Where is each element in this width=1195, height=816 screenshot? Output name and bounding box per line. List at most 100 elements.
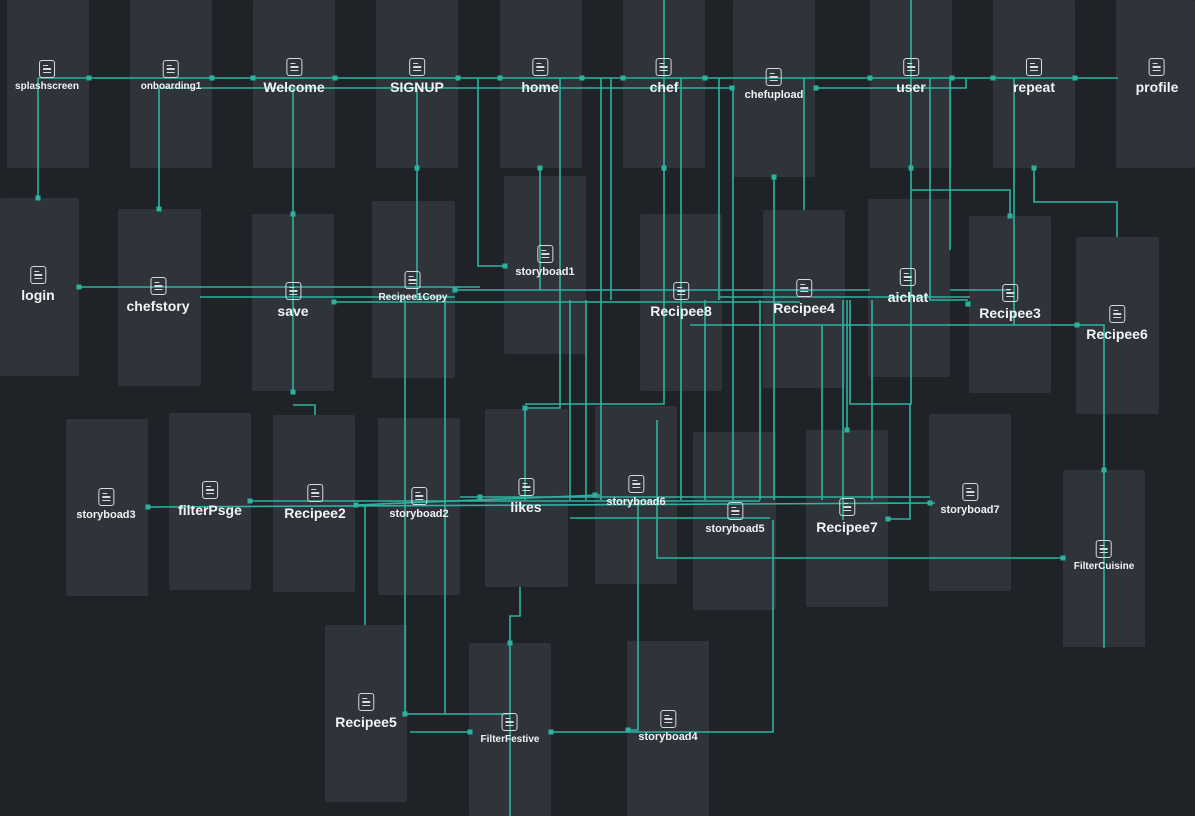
screen-card-home[interactable] xyxy=(500,0,582,168)
screen-card-onboarding1[interactable] xyxy=(130,0,212,168)
screen-card-recipee5[interactable] xyxy=(325,625,407,802)
screen-card-storyboad3[interactable] xyxy=(66,419,148,596)
connection-endpoint xyxy=(813,85,819,91)
screen-label: filterPsge xyxy=(178,502,242,518)
screen-card-recipee4[interactable] xyxy=(763,210,845,388)
screen-node-recipee1copy[interactable]: Recipee1Copy xyxy=(379,271,447,303)
connection-endpoint xyxy=(661,165,667,171)
screen-card-aichat[interactable] xyxy=(868,199,950,377)
screen-node-aichat[interactable]: aichat xyxy=(888,268,928,305)
screen-node-chef[interactable]: chef xyxy=(650,58,678,95)
page-icon xyxy=(306,484,323,502)
connection-line xyxy=(525,168,665,405)
screen-card-login[interactable] xyxy=(0,198,79,376)
screen-label: storyboad1 xyxy=(515,266,575,278)
connection-endpoint xyxy=(209,75,215,81)
screen-label: Recipee5 xyxy=(335,714,397,730)
screen-card-storyboad1[interactable] xyxy=(504,176,586,354)
screen-node-storyboad4[interactable]: storyboad4 xyxy=(638,710,698,743)
screen-node-storyboad6[interactable]: storyboad6 xyxy=(606,475,666,508)
screen-label: storyboad4 xyxy=(638,731,698,743)
connection-endpoint xyxy=(965,301,971,307)
screen-card-recipee7[interactable] xyxy=(806,430,888,607)
screen-label: SIGNUP xyxy=(390,79,444,95)
screen-card-repeat[interactable] xyxy=(993,0,1075,168)
screen-node-recipee3[interactable]: Recipee3 xyxy=(979,284,1041,321)
connection-line xyxy=(293,404,316,415)
screen-card-recipee2[interactable] xyxy=(273,415,355,592)
screen-card-storyboad7[interactable] xyxy=(929,414,1011,591)
screen-card-storyboad4[interactable] xyxy=(627,641,709,816)
screen-node-filterpsge[interactable]: filterPsge xyxy=(178,481,242,518)
screen-node-onboarding1[interactable]: onboarding1 xyxy=(140,60,202,92)
screen-node-recipee7[interactable]: Recipee7 xyxy=(816,498,878,535)
screen-node-storyboad5[interactable]: storyboad5 xyxy=(705,502,765,535)
page-icon xyxy=(410,487,427,505)
screen-node-chefstory[interactable]: chefstory xyxy=(126,277,190,314)
page-icon xyxy=(1095,540,1112,558)
screen-node-likes[interactable]: likes xyxy=(510,478,542,515)
screen-label: storyboad6 xyxy=(606,496,666,508)
screen-label: Recipee7 xyxy=(816,519,878,535)
screen-card-recipee3[interactable] xyxy=(969,216,1051,393)
connection-line xyxy=(1077,324,1105,648)
screen-node-chefupload[interactable]: chefupload xyxy=(745,68,803,101)
page-icon xyxy=(1001,284,1018,302)
connection-endpoint xyxy=(35,195,41,201)
screen-node-recipee4[interactable]: Recipee4 xyxy=(773,279,835,316)
screen-label: storyboad7 xyxy=(940,504,1000,516)
page-icon xyxy=(838,498,855,516)
screen-node-profile[interactable]: profile xyxy=(1136,58,1178,95)
page-icon xyxy=(409,58,425,76)
page-icon xyxy=(150,277,166,295)
screen-node-recipee6[interactable]: Recipee6 xyxy=(1086,305,1148,342)
connection-line xyxy=(524,78,561,500)
screen-label: Welcome xyxy=(263,79,325,95)
screen-card-splashscreen[interactable] xyxy=(7,0,89,168)
screen-card-storyboad6[interactable] xyxy=(595,406,677,584)
page-icon xyxy=(517,478,534,496)
screen-card-chefupload[interactable] xyxy=(733,0,815,177)
screen-card-filterpsge[interactable] xyxy=(169,413,251,590)
screen-node-home[interactable]: home xyxy=(521,58,559,95)
screen-node-recipee2[interactable]: Recipee2 xyxy=(284,484,346,521)
screen-label: FilterCuisine xyxy=(1073,561,1135,572)
screen-node-filtercuisine[interactable]: FilterCuisine xyxy=(1073,540,1135,572)
page-icon xyxy=(285,282,301,300)
screen-label: login xyxy=(21,287,55,303)
page-icon xyxy=(404,271,421,289)
screen-node-storyboad7[interactable]: storyboad7 xyxy=(940,483,1000,516)
screen-card-storyboad5[interactable] xyxy=(693,432,776,610)
page-icon xyxy=(357,693,374,711)
screen-node-save[interactable]: save xyxy=(277,282,309,319)
screen-node-login[interactable]: login xyxy=(21,266,55,303)
screen-node-filterfestive[interactable]: FilterFestive xyxy=(481,713,539,745)
screen-card-chefstory[interactable] xyxy=(118,209,201,386)
screen-node-splashscreen[interactable]: splashscreen xyxy=(15,60,79,92)
connection-endpoint xyxy=(331,299,337,305)
connection-endpoint xyxy=(455,75,461,81)
connection-endpoint xyxy=(844,427,850,433)
page-icon xyxy=(1149,58,1165,76)
connection-endpoint xyxy=(1072,75,1078,81)
screen-node-repeat[interactable]: repeat xyxy=(1013,58,1055,95)
screen-card-profile[interactable] xyxy=(1116,0,1195,168)
screen-node-storyboad1[interactable]: storyboad1 xyxy=(515,245,575,278)
screen-node-recipee5[interactable]: Recipee5 xyxy=(335,693,397,730)
screen-node-welcome[interactable]: Welcome xyxy=(263,58,325,95)
connection-endpoint xyxy=(497,75,503,81)
screen-label: onboarding1 xyxy=(140,81,202,92)
connection-endpoint xyxy=(771,174,777,180)
screen-node-storyboad3[interactable]: storyboad3 xyxy=(76,488,136,521)
screen-node-user[interactable]: user xyxy=(896,58,926,95)
page-icon xyxy=(765,68,782,86)
screen-node-signup[interactable]: SIGNUP xyxy=(390,58,444,95)
screen-card-recipee1copy[interactable] xyxy=(372,201,455,378)
screen-label: repeat xyxy=(1012,79,1056,95)
screen-card-welcome[interactable] xyxy=(253,0,335,168)
screen-node-recipee8[interactable]: Recipee8 xyxy=(650,282,712,319)
connection-endpoint xyxy=(537,165,543,171)
screen-node-storyboad2[interactable]: storyboad2 xyxy=(389,487,449,520)
